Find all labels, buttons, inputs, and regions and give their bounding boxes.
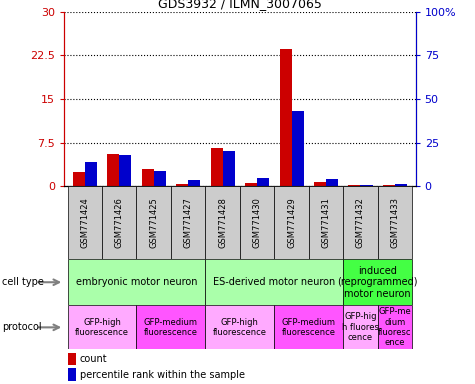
Bar: [67, 369, 76, 381]
Bar: [136, 305, 205, 349]
Title: GDS3932 / ILMN_3007065: GDS3932 / ILMN_3007065: [158, 0, 322, 10]
Bar: [361, 185, 372, 186]
Bar: [343, 305, 378, 349]
Bar: [171, 186, 205, 259]
Bar: [67, 305, 136, 349]
Text: GFP-me
dium
fluoresc
ence: GFP-me dium fluoresc ence: [378, 307, 412, 348]
Text: GSM771431: GSM771431: [322, 197, 331, 248]
Bar: [309, 186, 343, 259]
Bar: [314, 182, 326, 186]
Bar: [176, 184, 188, 186]
Text: GFP-medium
fluorescence: GFP-medium fluorescence: [144, 318, 198, 337]
Text: GFP-high
fluorescence: GFP-high fluorescence: [75, 318, 129, 337]
Text: GFP-hig
h fluores
cence: GFP-hig h fluores cence: [342, 313, 379, 342]
Text: GSM771427: GSM771427: [184, 197, 193, 248]
Text: GSM771432: GSM771432: [356, 197, 365, 248]
Bar: [257, 179, 269, 186]
Text: GSM771429: GSM771429: [287, 197, 296, 248]
Bar: [205, 305, 275, 349]
Text: induced
(reprogrammed)
motor neuron: induced (reprogrammed) motor neuron: [337, 266, 418, 299]
Bar: [275, 186, 309, 259]
Bar: [136, 186, 171, 259]
Bar: [142, 169, 154, 186]
Bar: [223, 151, 235, 186]
Bar: [67, 259, 205, 305]
Bar: [210, 148, 223, 186]
Bar: [245, 183, 257, 186]
Bar: [275, 305, 343, 349]
Bar: [205, 186, 240, 259]
Bar: [188, 180, 200, 186]
Bar: [154, 170, 166, 186]
Text: protocol: protocol: [2, 322, 42, 333]
Text: GFP-medium
fluorescence: GFP-medium fluorescence: [282, 318, 336, 337]
Text: GSM771433: GSM771433: [390, 197, 399, 248]
Text: GSM771424: GSM771424: [80, 197, 89, 248]
Text: embryonic motor neuron: embryonic motor neuron: [76, 277, 197, 287]
Text: count: count: [80, 354, 107, 364]
Bar: [326, 179, 338, 186]
Bar: [349, 185, 361, 186]
Text: GSM771425: GSM771425: [149, 197, 158, 248]
Text: cell type: cell type: [2, 277, 44, 287]
Text: percentile rank within the sample: percentile rank within the sample: [80, 370, 245, 380]
Bar: [205, 259, 343, 305]
Bar: [343, 186, 378, 259]
Bar: [378, 305, 412, 349]
Text: GSM771428: GSM771428: [218, 197, 227, 248]
Bar: [279, 50, 292, 186]
Bar: [240, 186, 275, 259]
Bar: [73, 172, 85, 186]
Bar: [102, 186, 136, 259]
Bar: [67, 353, 76, 365]
Bar: [378, 186, 412, 259]
Bar: [383, 185, 395, 186]
Bar: [395, 184, 407, 186]
Bar: [292, 111, 304, 186]
Bar: [107, 154, 119, 186]
Bar: [119, 155, 131, 186]
Text: GSM771430: GSM771430: [253, 197, 262, 248]
Bar: [67, 186, 102, 259]
Bar: [85, 162, 97, 186]
Text: ES-derived motor neuron: ES-derived motor neuron: [213, 277, 335, 287]
Text: GSM771426: GSM771426: [115, 197, 124, 248]
Text: GFP-high
fluorescence: GFP-high fluorescence: [213, 318, 267, 337]
Bar: [343, 259, 412, 305]
